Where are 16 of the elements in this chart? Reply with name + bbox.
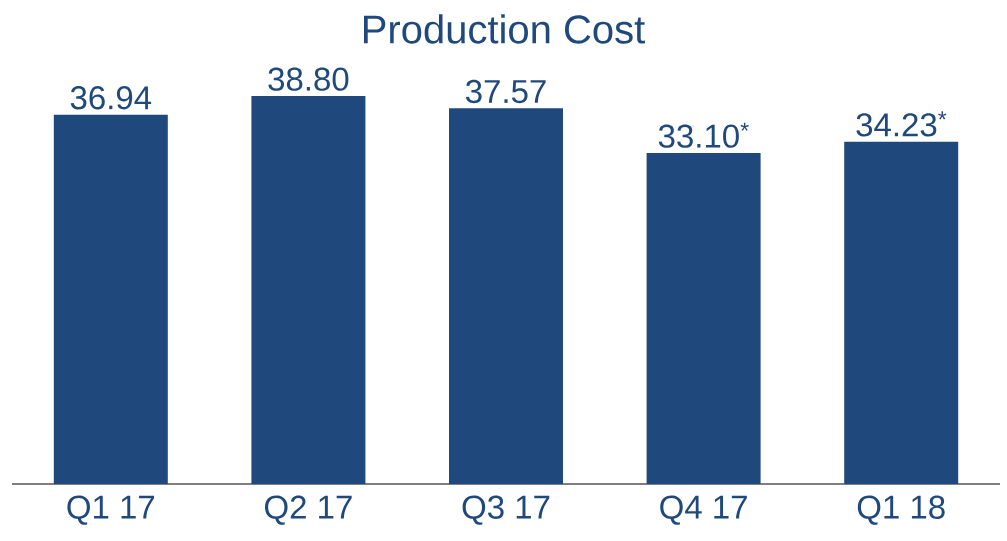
data-label: 34.23$^{*}$ xyxy=(856,111,947,137)
data-label: 38.80 xyxy=(268,67,349,91)
chart-title: Production Cost xyxy=(363,14,645,44)
x-tick-label: Q4 17 xyxy=(660,495,747,525)
bar xyxy=(449,108,563,484)
x-tick-label: Q1 18 xyxy=(857,495,945,525)
bar xyxy=(646,153,761,484)
data-label: 37.57 xyxy=(465,79,546,104)
bar xyxy=(53,114,168,484)
x-tick-label: Q2 17 xyxy=(265,495,352,525)
bar xyxy=(844,141,959,484)
data-label: 33.10$^{*}$ xyxy=(658,122,749,148)
data-label: 36.94 xyxy=(70,86,152,110)
x-tick-label: Q1 17 xyxy=(67,495,155,525)
x-tick-label: Q3 17 xyxy=(462,495,550,525)
bar xyxy=(251,96,366,484)
